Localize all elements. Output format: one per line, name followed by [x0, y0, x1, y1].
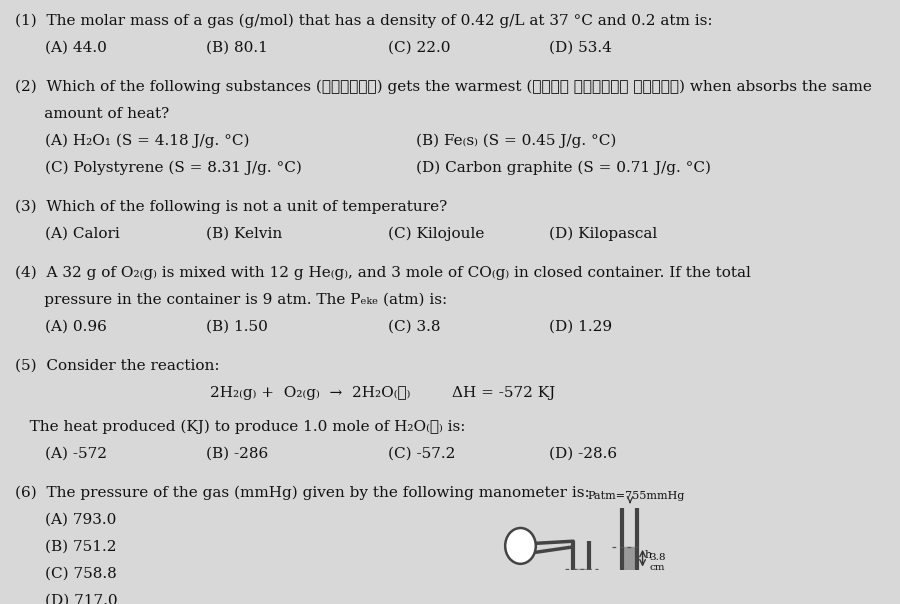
Text: (D) -28.6: (D) -28.6	[549, 447, 616, 461]
Text: (A) -572: (A) -572	[45, 447, 107, 461]
Text: (4)  A 32 g of O₂₍g₎ is mixed with 12 g He₍g₎, and 3 mole of CO₍g₎ in closed con: (4) A 32 g of O₂₍g₎ is mixed with 12 g H…	[15, 266, 751, 280]
Text: (C) 758.8: (C) 758.8	[45, 567, 117, 580]
Text: (6)  The pressure of the gas (mmHg) given by the following manometer is:: (6) The pressure of the gas (mmHg) given…	[15, 486, 590, 500]
Text: (B) 1.50: (B) 1.50	[206, 320, 268, 333]
Bar	[574, 570, 588, 586]
Text: (D) Carbon graphite (S = 0.71 J/g. °C): (D) Carbon graphite (S = 0.71 J/g. °C)	[416, 161, 711, 175]
Text: (D) 1.29: (D) 1.29	[549, 320, 612, 333]
Text: (A) Calori: (A) Calori	[45, 226, 120, 240]
Text: (2)  Which of the following substances (المواد) gets the warmest (تصبح الأكثر دا: (2) Which of the following substances (ا…	[15, 80, 872, 94]
Text: (D) 53.4: (D) 53.4	[549, 41, 612, 55]
Text: cm: cm	[649, 563, 664, 572]
Text: (5)  Consider the reaction:: (5) Consider the reaction:	[15, 359, 220, 373]
Text: (C) -57.2: (C) -57.2	[388, 447, 454, 461]
Text: (B) 80.1: (B) 80.1	[206, 41, 268, 55]
Text: (D) Kilopascal: (D) Kilopascal	[549, 226, 657, 241]
Text: Patm=755mmHg: Patm=755mmHg	[588, 491, 685, 501]
Text: pressure in the container is 9 atm. The Pₑₖₑ (atm) is:: pressure in the container is 9 atm. The …	[15, 293, 447, 307]
Text: h: h	[645, 550, 652, 561]
Text: (C) Polystyrene (S = 8.31 J/g. °C): (C) Polystyrene (S = 8.31 J/g. °C)	[45, 161, 302, 175]
Text: (B) Kelvin: (B) Kelvin	[206, 226, 283, 240]
Text: 3.8: 3.8	[649, 553, 665, 562]
Bar	[623, 547, 635, 586]
Text: 2H₂₍g₎ +  O₂₍g₎  →  2H₂O₍ℓ₎: 2H₂₍g₎ + O₂₍g₎ → 2H₂O₍ℓ₎	[211, 385, 410, 400]
Text: (D) 717.0: (D) 717.0	[45, 594, 118, 604]
Text: (B) Fe₍s₎ (S = 0.45 J/g. °C): (B) Fe₍s₎ (S = 0.45 J/g. °C)	[416, 133, 616, 148]
Text: (C) 3.8: (C) 3.8	[388, 320, 440, 333]
Text: amount of heat?: amount of heat?	[15, 107, 169, 121]
Text: (B) 751.2: (B) 751.2	[45, 540, 116, 554]
Text: (1)  The molar mass of a gas (g/mol) that has a density of 0.42 g/L at 37 °C and: (1) The molar mass of a gas (g/mol) that…	[15, 14, 713, 28]
Text: The heat produced (KJ) to produce 1.0 mole of H₂O₍ℓ₎ is:: The heat produced (KJ) to produce 1.0 mo…	[15, 420, 465, 434]
Circle shape	[505, 528, 536, 564]
Text: (3)  Which of the following is not a unit of temperature?: (3) Which of the following is not a unit…	[15, 200, 447, 214]
Text: (B) -286: (B) -286	[206, 447, 268, 461]
Text: (A) 0.96: (A) 0.96	[45, 320, 107, 333]
Text: ΔH = -572 KJ: ΔH = -572 KJ	[452, 385, 555, 400]
Text: (A) 793.0: (A) 793.0	[45, 513, 116, 527]
Text: (C) 22.0: (C) 22.0	[388, 41, 450, 55]
Text: gas: gas	[508, 538, 533, 550]
Text: (C) Kilojoule: (C) Kilojoule	[388, 226, 484, 241]
Text: (A) 44.0: (A) 44.0	[45, 41, 107, 55]
Text: (A) H₂O₁ (S = 4.18 J/g. °C): (A) H₂O₁ (S = 4.18 J/g. °C)	[45, 133, 249, 148]
